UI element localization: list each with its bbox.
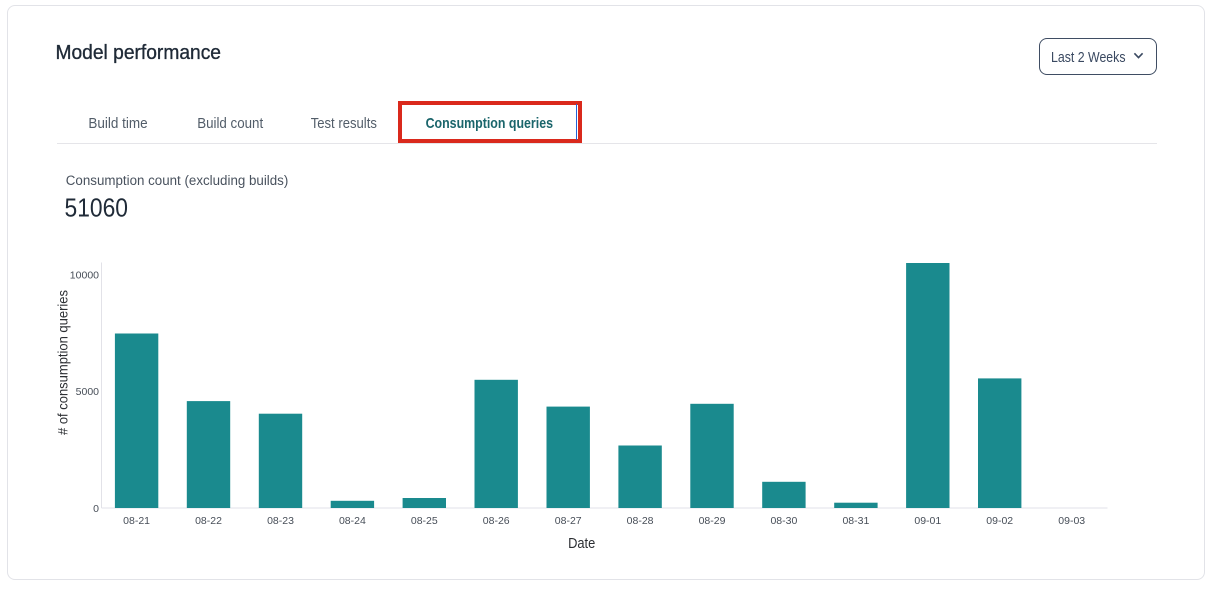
svg-text:# of consumption queries: # of consumption queries xyxy=(56,290,71,435)
svg-text:09-01: 09-01 xyxy=(914,515,941,527)
svg-text:09-03: 09-03 xyxy=(1058,515,1085,527)
svg-text:Build time: Build time xyxy=(88,115,147,132)
svg-text:0: 0 xyxy=(93,503,99,515)
svg-text:Build count: Build count xyxy=(197,115,264,132)
svg-text:Last 2 Weeks: Last 2 Weeks xyxy=(1051,49,1126,66)
svg-text:08-28: 08-28 xyxy=(627,515,654,527)
svg-text:08-26: 08-26 xyxy=(483,515,510,527)
svg-text:08-29: 08-29 xyxy=(699,515,726,527)
svg-text:08-24: 08-24 xyxy=(339,515,366,527)
svg-text:10000: 10000 xyxy=(70,269,99,281)
svg-text:Date: Date xyxy=(568,535,595,552)
svg-text:08-25: 08-25 xyxy=(411,515,438,527)
svg-text:08-21: 08-21 xyxy=(123,515,150,527)
svg-text:Consumption count (excluding b: Consumption count (excluding builds) xyxy=(66,173,288,188)
svg-text:51060: 51060 xyxy=(65,193,129,223)
svg-text:08-27: 08-27 xyxy=(555,515,582,527)
svg-text:Test results: Test results xyxy=(311,115,377,132)
svg-text:08-23: 08-23 xyxy=(267,515,294,527)
svg-text:5000: 5000 xyxy=(76,386,100,398)
svg-text:08-30: 08-30 xyxy=(770,515,797,527)
svg-text:08-22: 08-22 xyxy=(195,515,222,527)
svg-text:Consumption queries: Consumption queries xyxy=(426,115,553,132)
svg-text:Model performance: Model performance xyxy=(56,41,222,64)
svg-text:08-31: 08-31 xyxy=(842,515,869,527)
svg-text:09-02: 09-02 xyxy=(986,515,1013,527)
